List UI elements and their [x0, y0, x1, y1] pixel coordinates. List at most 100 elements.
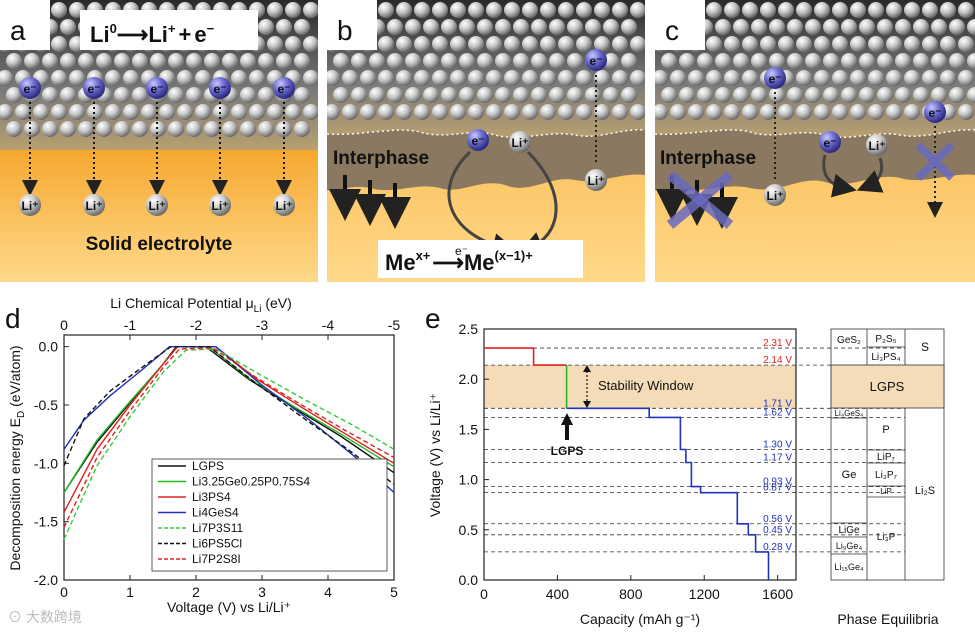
lithium-atom [258, 53, 274, 69]
lithium-atom [733, 19, 749, 35]
redox-electron: e⁻ [455, 244, 468, 258]
lithium-atom [495, 87, 511, 103]
lithium-atom [504, 104, 520, 120]
lithium-atom [522, 104, 538, 120]
lithium-atom [787, 53, 803, 69]
phase-li15ge4: Li₁₅Ge₄ [834, 562, 864, 572]
redox-equation: Mex+⟶Me(x−1)+ [385, 248, 533, 275]
y-tick-label-d: 0.0 [39, 339, 59, 355]
legend-label: LGPS [192, 459, 224, 473]
lithium-atom [441, 87, 457, 103]
lithium-atom [477, 19, 493, 35]
voltage-labels: 2.31 V 2.14 V 1.71 V1.62 V 1.30 V 1.17 V 0.93… [763, 338, 792, 553]
lithium-atom [895, 87, 911, 103]
lithium-atom [576, 104, 592, 120]
lithium-atom [549, 53, 565, 69]
lithium-atom [387, 19, 403, 35]
li-ion-b [509, 131, 531, 153]
lithium-atom [949, 19, 965, 35]
lithium-atom [150, 53, 166, 69]
lithium-atom [159, 104, 175, 120]
lithium-atom [240, 53, 256, 69]
panel-a: a Li0⟶Li+ + e− e⁻ Li⁺ e⁻ Li⁺ e⁻ Li⁺ e⁻ Li⁺ e⁻ Li⁺ S… [0, 0, 318, 282]
x-tick-label-d: 4 [324, 584, 332, 600]
lithium-atom [327, 104, 340, 120]
lithium-atom [715, 19, 731, 35]
lithium-atom [276, 53, 292, 69]
lithium-atom [904, 36, 920, 52]
lithium-atom [294, 121, 310, 137]
lithium-atom [486, 104, 502, 120]
lithium-atom-grid-b [327, 2, 645, 120]
lithium-atom [78, 121, 94, 137]
lithium-atom [576, 36, 592, 52]
lithium-atom [6, 87, 22, 103]
lithium-atom [477, 87, 493, 103]
svg-text:e⁻: e⁻ [471, 134, 484, 148]
lithium-atom [567, 53, 583, 69]
lithium-atom [787, 19, 803, 35]
legend-label: Li7P2S8I [192, 552, 241, 566]
phase-li9ge4: Li₉Ge₄ [836, 541, 863, 551]
y-tick-label-d: -0.5 [34, 397, 58, 413]
lithium-atom [958, 2, 974, 18]
lithium-atom [868, 36, 884, 52]
svg-text:Li⁺: Li⁺ [767, 189, 784, 203]
reaction-equation: Li0⟶Li+ + e− [90, 21, 215, 47]
electron-a [146, 77, 168, 99]
lithium-atom [904, 104, 920, 120]
li-ion-label-a: Li⁺ [149, 199, 166, 213]
growth-arrows-b [329, 175, 411, 229]
lithium-atom [513, 19, 529, 35]
lithium-atom [342, 104, 358, 120]
lithium-atom [186, 121, 202, 137]
lithium-atom [531, 19, 547, 35]
lithium-atom [967, 19, 975, 35]
lithium-atom [369, 87, 385, 103]
phase-p2s5: P₂S₅ [875, 334, 896, 345]
top-tick-label: -2 [190, 317, 203, 333]
series-line [63, 346, 395, 485]
lithium-atom [504, 70, 520, 86]
lithium-atom [549, 19, 565, 35]
solid-electrolyte-label: Solid electrolyte [86, 234, 233, 255]
electron-a [209, 77, 231, 99]
lithium-atom [294, 19, 310, 35]
lithium-atom [441, 53, 457, 69]
lithium-atom [655, 104, 668, 120]
lithium-atom [706, 104, 722, 120]
lithium-atom [258, 87, 274, 103]
lithium-atom [450, 36, 466, 52]
lithium-atom [114, 87, 130, 103]
top-axis-ticks: 0 -1 -2 -3 -4 -5 [60, 317, 400, 340]
lithium-atom [423, 19, 439, 35]
panel-c: c Interphase e⁻ Li⁺ e⁻ Li⁺ e⁻ [655, 0, 975, 282]
lithium-atom [351, 53, 367, 69]
electron-a [19, 77, 41, 99]
lithium-atom [405, 53, 421, 69]
electron-c1 [764, 67, 786, 89]
lithium-atom [123, 104, 139, 120]
phase-li4ges4: Li₄GeS₄ [835, 409, 864, 418]
lithium-atom [531, 87, 547, 103]
x-tick-label-d: 5 [390, 584, 398, 600]
interface-line-b [327, 129, 645, 138]
phase-p: P [882, 424, 889, 436]
lithium-atom [204, 121, 220, 137]
lithium-atom [895, 19, 911, 35]
lithium-atom [585, 87, 601, 103]
lithium-atom [414, 36, 430, 52]
lithium-atom [186, 53, 202, 69]
lithium-atom [60, 87, 76, 103]
electron-label-a: e⁻ [213, 82, 226, 96]
lithium-atom [796, 70, 812, 86]
y-axis-label-d: Decomposition energy ED (eV/atom) [7, 345, 27, 570]
lithium-atom [405, 19, 421, 35]
ion-path-c [856, 157, 884, 193]
lithium-atom [913, 19, 929, 35]
lithium-atom [958, 104, 974, 120]
electron-label-a: e⁻ [277, 82, 290, 96]
lithium-atom [396, 36, 412, 52]
x-tick-label-d: 2 [192, 584, 200, 600]
lithium-atom [742, 2, 758, 18]
